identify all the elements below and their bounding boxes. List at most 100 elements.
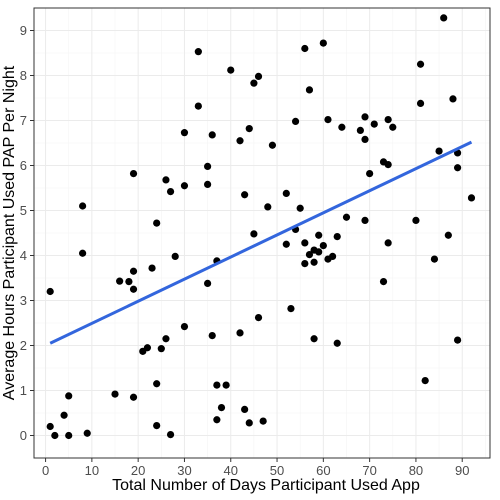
grid-minor-lines (34, 7, 490, 458)
data-point (60, 411, 68, 419)
data-point (204, 180, 212, 188)
data-point (416, 99, 425, 107)
data-point (366, 170, 374, 178)
y-tick-label: 4 (20, 248, 27, 263)
data-point (315, 248, 323, 256)
data-point (236, 137, 244, 145)
data-point (287, 305, 295, 313)
data-point (370, 120, 378, 128)
data-point (222, 381, 230, 389)
data-point (319, 242, 327, 250)
plot-panel-border (33, 7, 491, 459)
data-point (333, 233, 341, 241)
data-point (282, 240, 290, 248)
x-tick-label: 40 (224, 463, 238, 478)
data-point (180, 129, 189, 137)
x-axis-title: Total Number of Days Participant Used Ap… (112, 477, 420, 494)
data-point (384, 239, 392, 247)
data-point (259, 417, 267, 425)
data-point (301, 260, 309, 268)
data-point (129, 285, 138, 293)
x-tick-label: 0 (42, 463, 49, 478)
data-points (46, 14, 476, 440)
data-point (79, 202, 87, 210)
data-point (430, 255, 439, 263)
data-point (204, 279, 212, 287)
y-tick-label: 3 (20, 293, 27, 308)
data-point (79, 249, 87, 257)
data-point (268, 141, 277, 149)
data-point (153, 422, 161, 430)
data-point (83, 429, 91, 437)
y-tick-label: 9 (20, 23, 27, 38)
data-point (208, 332, 216, 340)
data-point (301, 44, 309, 53)
data-point (129, 393, 138, 401)
x-tick-label: 70 (362, 463, 376, 478)
data-point (453, 336, 462, 344)
y-tick-label: 0 (20, 428, 27, 443)
data-point (254, 72, 263, 80)
data-point (166, 431, 175, 439)
data-point (338, 123, 346, 131)
y-tick-label: 1 (20, 383, 27, 398)
data-point (389, 123, 397, 131)
x-axis-ticks: 0 10 20 30 40 50 60 70 80 90 (42, 458, 469, 478)
data-point (291, 117, 300, 125)
data-point (194, 48, 202, 56)
data-point (319, 39, 327, 47)
data-point (157, 345, 165, 353)
data-point (51, 431, 59, 440)
data-point (333, 339, 341, 347)
data-point (245, 125, 253, 133)
data-point (171, 252, 179, 260)
grid-major-lines (34, 8, 490, 458)
data-point (356, 126, 364, 134)
data-point (227, 66, 235, 74)
data-point (250, 79, 258, 87)
data-point (296, 204, 304, 212)
data-point (440, 14, 448, 22)
data-point (204, 162, 212, 170)
data-point (65, 431, 73, 440)
data-point (180, 323, 189, 331)
x-tick-label: 10 (85, 463, 99, 478)
data-point (236, 329, 244, 337)
data-point (264, 203, 272, 211)
data-point (111, 390, 119, 398)
data-point (245, 419, 253, 427)
data-point (116, 277, 124, 285)
data-point (444, 231, 452, 239)
y-axis-title: Average Hours Participant Used PAP Per N… (1, 65, 18, 400)
data-point (162, 176, 170, 184)
data-point (180, 182, 189, 190)
data-point (241, 191, 249, 199)
data-point (384, 116, 392, 124)
data-point (301, 239, 309, 247)
data-point (453, 164, 462, 172)
data-point (46, 422, 54, 431)
x-tick-label: 20 (131, 463, 145, 478)
y-tick-label: 7 (20, 113, 27, 128)
data-point (148, 264, 156, 272)
data-point (213, 381, 221, 389)
data-point (449, 95, 457, 103)
data-point (153, 219, 161, 227)
data-point (379, 278, 388, 286)
data-point (305, 86, 314, 94)
data-point (305, 251, 314, 259)
x-tick-label: 60 (316, 463, 330, 478)
data-point (315, 231, 323, 239)
data-point (153, 380, 161, 388)
data-point (384, 161, 392, 169)
data-point (310, 335, 318, 343)
data-point (65, 392, 73, 400)
data-point (162, 335, 170, 343)
data-point (129, 170, 138, 178)
data-point (416, 60, 425, 68)
data-point (129, 267, 138, 275)
y-tick-label: 5 (20, 203, 27, 218)
data-point (208, 131, 216, 139)
data-point (213, 416, 221, 424)
